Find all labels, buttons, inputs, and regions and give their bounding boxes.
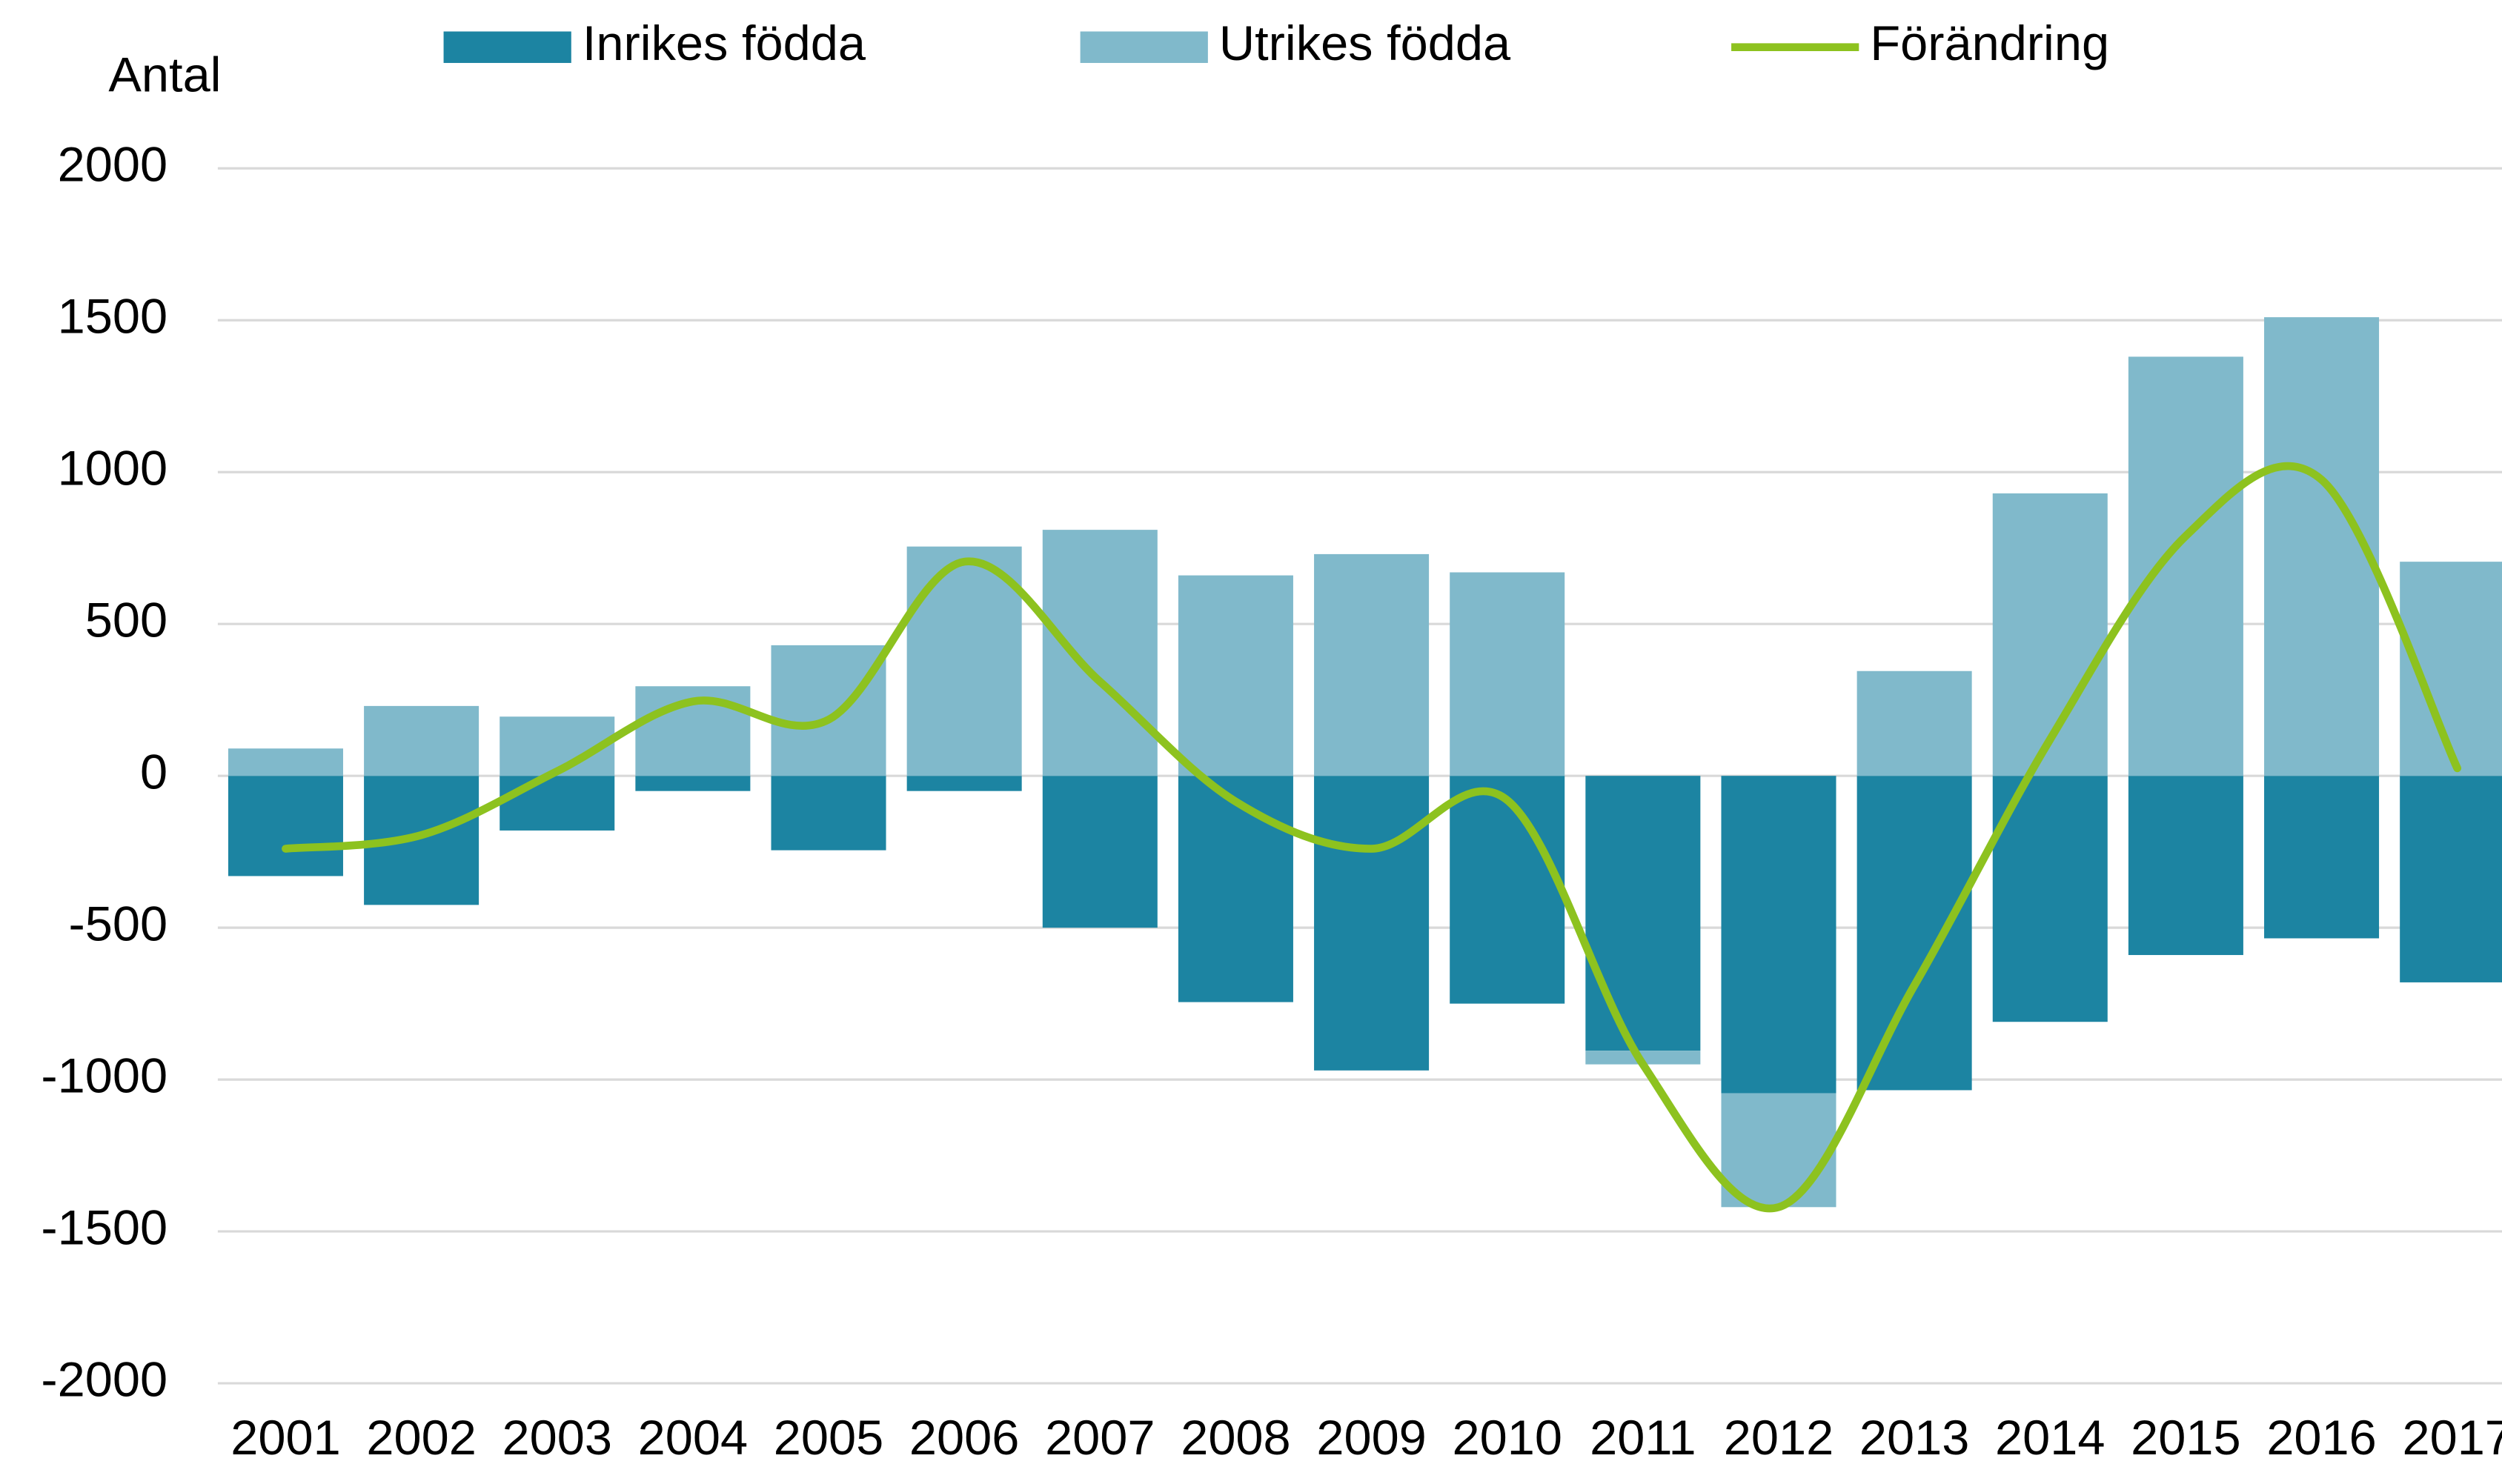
- bar: [1721, 1093, 1836, 1208]
- legend-swatch: [443, 31, 571, 63]
- x-tick-label: 2001: [230, 1411, 340, 1465]
- x-tick-label: 2005: [774, 1411, 883, 1465]
- x-tick-label: 2006: [909, 1411, 1019, 1465]
- y-tick-label: -1500: [41, 1201, 167, 1255]
- bar: [1450, 572, 1565, 776]
- y-tick-label: 1000: [58, 442, 167, 496]
- bar: [2264, 776, 2380, 939]
- bar: [1450, 776, 1565, 1004]
- line: [282, 462, 2462, 1213]
- bar: [906, 546, 1022, 776]
- bar: [906, 776, 1022, 791]
- bar: [364, 705, 480, 776]
- x-tick-label: 2013: [1859, 1411, 1969, 1465]
- x-tick-label: 2002: [366, 1411, 476, 1465]
- x-tick-label: 2017: [2402, 1411, 2502, 1465]
- x-tick-label: 2009: [1316, 1411, 1426, 1465]
- y-tick-label: -500: [69, 897, 168, 951]
- y-tick-label: 500: [85, 593, 167, 648]
- x-tick-label: 2016: [2266, 1411, 2376, 1465]
- y-axis-label: Antal: [108, 48, 221, 102]
- legend-label: Utrikes födda: [1219, 17, 1510, 71]
- x-tick-label: 2003: [502, 1411, 612, 1465]
- bar: [1314, 776, 1430, 1071]
- bar: [2128, 776, 2243, 956]
- x-tick-label: 2004: [638, 1411, 748, 1465]
- y-tick-label: -2000: [41, 1353, 167, 1407]
- bar: [771, 645, 886, 776]
- bar: [1178, 575, 1293, 776]
- bar: [771, 776, 886, 851]
- bar: [1314, 553, 1430, 776]
- x-tick-label: 2014: [1995, 1411, 2105, 1465]
- bar: [2264, 317, 2380, 776]
- y-tick-label: -1000: [41, 1049, 167, 1103]
- bar: [635, 776, 751, 791]
- bar: [1856, 776, 1972, 1091]
- bar: [1721, 776, 1836, 1094]
- y-tick-label: 0: [140, 745, 167, 799]
- bar: [1856, 671, 1972, 776]
- bar: [228, 776, 343, 876]
- x-tick-label: 2011: [1590, 1411, 1696, 1465]
- x-tick-label: 2015: [2131, 1411, 2240, 1465]
- y-tick-label: 2000: [58, 138, 167, 192]
- x-tick-label: 2010: [1452, 1411, 1562, 1465]
- bar: [500, 776, 615, 831]
- bar: [1178, 776, 1293, 1002]
- legend-label: Inrikes födda: [583, 17, 866, 71]
- x-tick-label: 2008: [1181, 1411, 1290, 1465]
- bar: [2400, 776, 2502, 982]
- legend-label: Förändring: [1870, 17, 2109, 71]
- bar: [228, 748, 343, 776]
- x-tick-label: 2007: [1045, 1411, 1155, 1465]
- bar: [1585, 776, 1701, 1051]
- x-tick-label: 2012: [1724, 1411, 1834, 1465]
- bar: [1042, 776, 1158, 928]
- legend-swatch: [1080, 31, 1208, 63]
- bar: [2128, 356, 2243, 776]
- bar: [1042, 530, 1158, 776]
- y-tick-label: 1500: [58, 290, 167, 344]
- bar: [1992, 776, 2108, 1022]
- bar: [1992, 493, 2108, 776]
